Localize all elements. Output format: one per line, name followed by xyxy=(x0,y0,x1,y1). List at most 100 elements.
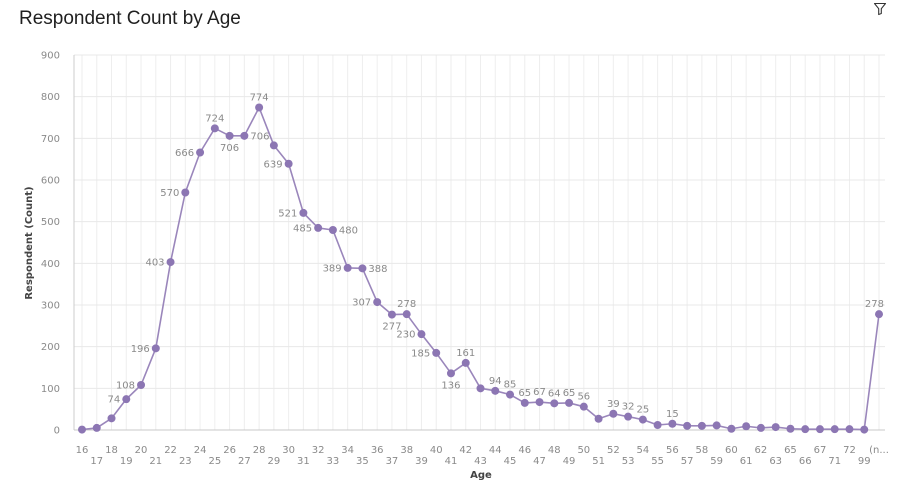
data-point[interactable] xyxy=(668,419,677,428)
x-tick-label: 44 xyxy=(489,445,502,456)
x-tick-label: 40 xyxy=(430,445,443,456)
data-point[interactable] xyxy=(786,424,795,433)
data-point[interactable] xyxy=(78,425,86,434)
x-tick-label: 42 xyxy=(459,445,472,456)
data-point[interactable] xyxy=(196,148,205,157)
data-point[interactable] xyxy=(594,414,603,423)
data-point[interactable] xyxy=(255,103,264,112)
data-point[interactable] xyxy=(875,310,883,319)
data-label: 185 xyxy=(411,348,430,359)
y-tick-label: 300 xyxy=(41,301,60,312)
data-point[interactable] xyxy=(491,386,500,395)
x-tick-label: 57 xyxy=(681,456,694,467)
data-label: 774 xyxy=(250,93,269,104)
data-point[interactable] xyxy=(520,398,529,407)
data-label: 724 xyxy=(205,113,224,124)
data-point[interactable] xyxy=(624,412,633,421)
data-point[interactable] xyxy=(402,310,411,319)
x-tick-label: (n... xyxy=(869,445,889,456)
data-point[interactable] xyxy=(727,424,736,433)
y-tick-label: 200 xyxy=(41,342,60,353)
data-point[interactable] xyxy=(314,223,323,232)
data-point[interactable] xyxy=(181,188,190,197)
data-point[interactable] xyxy=(506,390,515,399)
x-tick-label: 17 xyxy=(90,456,103,467)
data-point[interactable] xyxy=(166,258,175,267)
data-point[interactable] xyxy=(343,263,352,272)
x-tick-label: 35 xyxy=(356,456,369,467)
data-point[interactable] xyxy=(461,358,470,367)
data-point[interactable] xyxy=(801,425,810,434)
data-point[interactable] xyxy=(771,423,780,432)
data-label: 485 xyxy=(293,223,312,234)
x-tick-label: 25 xyxy=(208,456,221,467)
data-point[interactable] xyxy=(476,384,485,393)
data-point[interactable] xyxy=(122,395,131,404)
data-point[interactable] xyxy=(638,415,647,424)
data-point[interactable] xyxy=(417,330,426,339)
data-point[interactable] xyxy=(328,226,337,234)
data-point[interactable] xyxy=(151,344,160,353)
x-tick-label: 38 xyxy=(400,445,413,456)
x-tick-label: 46 xyxy=(518,445,531,456)
x-tick-label: 33 xyxy=(327,456,340,467)
data-point[interactable] xyxy=(225,131,234,140)
x-tick-label: 43 xyxy=(474,456,487,467)
y-tick-label: 800 xyxy=(41,92,60,103)
y-axis-ticks: 0 100 200 300 400 500 600 700 800 900 xyxy=(41,51,60,437)
data-point[interactable] xyxy=(550,399,559,408)
data-point[interactable] xyxy=(815,425,824,434)
filter-icon[interactable] xyxy=(873,2,887,16)
data-point[interactable] xyxy=(387,310,396,319)
data-point[interactable] xyxy=(210,124,219,133)
x-tick-label: 71 xyxy=(828,456,841,467)
data-point[interactable] xyxy=(373,298,382,307)
data-label: 480 xyxy=(339,226,358,237)
data-point[interactable] xyxy=(609,409,618,418)
data-point[interactable] xyxy=(712,421,721,430)
data-point[interactable] xyxy=(358,264,367,273)
x-tick-label: 59 xyxy=(710,456,723,467)
data-label: 706 xyxy=(220,143,239,154)
data-point[interactable] xyxy=(565,398,574,407)
data-point[interactable] xyxy=(137,381,146,389)
data-point[interactable] xyxy=(92,423,101,432)
x-tick-label: 66 xyxy=(799,456,812,467)
x-tick-label: 21 xyxy=(149,456,162,467)
data-point[interactable] xyxy=(240,131,249,140)
data-point[interactable] xyxy=(830,425,839,434)
data-point[interactable] xyxy=(742,422,751,431)
x-tick-label: 37 xyxy=(386,456,399,467)
data-point[interactable] xyxy=(860,425,869,434)
x-tick-label: 41 xyxy=(445,456,458,467)
data-point[interactable] xyxy=(446,369,455,378)
data-point[interactable] xyxy=(269,141,278,150)
x-tick-label: 30 xyxy=(282,445,295,456)
data-label: 706 xyxy=(250,131,269,142)
data-point[interactable] xyxy=(697,421,706,430)
data-point[interactable] xyxy=(845,425,854,434)
data-point[interactable] xyxy=(299,208,308,217)
data-point[interactable] xyxy=(535,398,544,407)
data-point[interactable] xyxy=(653,421,662,429)
data-point[interactable] xyxy=(579,402,588,411)
x-tick-label: 51 xyxy=(592,456,605,467)
x-tick-label: 65 xyxy=(784,445,797,456)
data-label: 389 xyxy=(323,263,342,274)
x-tick-label: 49 xyxy=(563,456,576,467)
data-point[interactable] xyxy=(756,423,765,432)
data-labels: 74 108 196 403 570 666 724 706 706 774 639 521 485 48… xyxy=(108,93,884,420)
y-axis-title: Respondent (Count) xyxy=(24,186,35,299)
data-point[interactable] xyxy=(432,348,441,357)
data-point[interactable] xyxy=(683,421,692,430)
data-point[interactable] xyxy=(284,159,293,168)
x-tick-label: 18 xyxy=(105,445,118,456)
x-tick-label: 20 xyxy=(135,445,148,456)
x-tick-label: 23 xyxy=(179,456,192,467)
data-label: 666 xyxy=(175,148,194,159)
data-label: 65 xyxy=(563,388,576,399)
x-tick-label: 54 xyxy=(636,445,649,456)
x-tick-label: 24 xyxy=(194,445,207,456)
data-point[interactable] xyxy=(107,414,116,423)
